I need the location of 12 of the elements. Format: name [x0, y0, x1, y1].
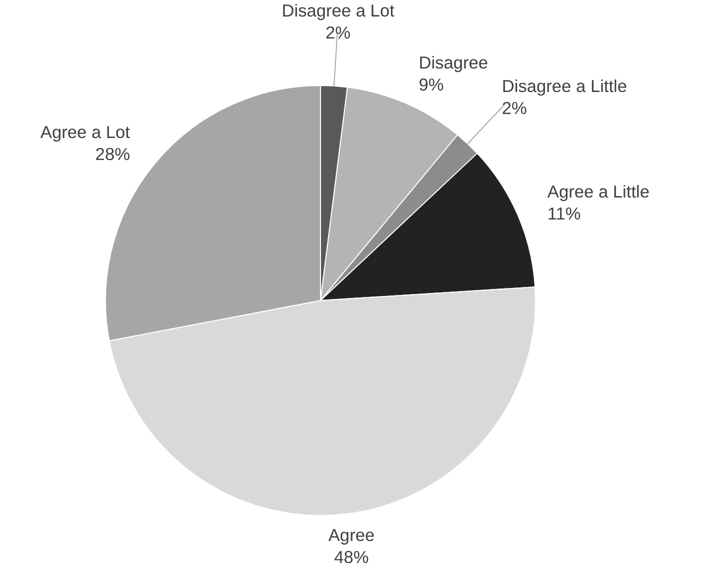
- data-label: 11%: [547, 203, 581, 224]
- slice-label: Disagree: [418, 52, 488, 73]
- data-label: 48%: [334, 546, 369, 567]
- slice-label: Agree a Little: [547, 181, 650, 202]
- slice-label: Disagree a Lot: [282, 0, 395, 21]
- data-label: 9%: [418, 74, 444, 95]
- data-label: 2%: [326, 22, 351, 43]
- slice-label: Disagree a Little: [502, 76, 628, 96]
- slice-label: Agree: [328, 524, 375, 545]
- slice-label: Agree a Lot: [40, 122, 130, 142]
- data-label: 2%: [502, 98, 527, 118]
- data-label: 28%: [95, 144, 130, 164]
